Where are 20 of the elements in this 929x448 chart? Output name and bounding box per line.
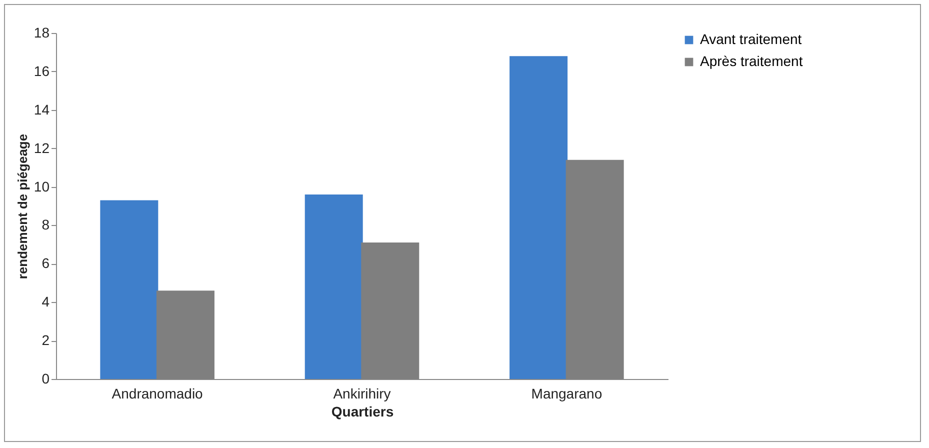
y-tick-label: 4 (42, 294, 50, 310)
y-tick-label: 8 (42, 216, 50, 233)
x-tick-label: Mangarano (531, 386, 602, 402)
legend-label: Avant traitement (700, 31, 802, 47)
y-tick-label: 18 (34, 24, 50, 40)
legend-label: Après traitement (700, 53, 803, 69)
y-tick-label: 12 (34, 140, 50, 156)
y-tick-label: 6 (42, 255, 50, 272)
bar (510, 56, 568, 379)
bar (304, 194, 363, 379)
x-tick-label: Andranomadio (112, 386, 204, 402)
y-tick-label: 14 (34, 101, 50, 118)
y-tick-label: 10 (34, 178, 50, 194)
y-tick-label: 16 (34, 62, 50, 79)
bar (100, 200, 158, 379)
y-tick-label: 2 (42, 332, 50, 348)
x-axis-title: Quartiers (331, 404, 394, 420)
y-tick-label: 0 (42, 370, 50, 386)
y-axis-title: rendement de piégeage (14, 134, 30, 280)
x-tick-label: Ankirihiry (333, 386, 391, 402)
